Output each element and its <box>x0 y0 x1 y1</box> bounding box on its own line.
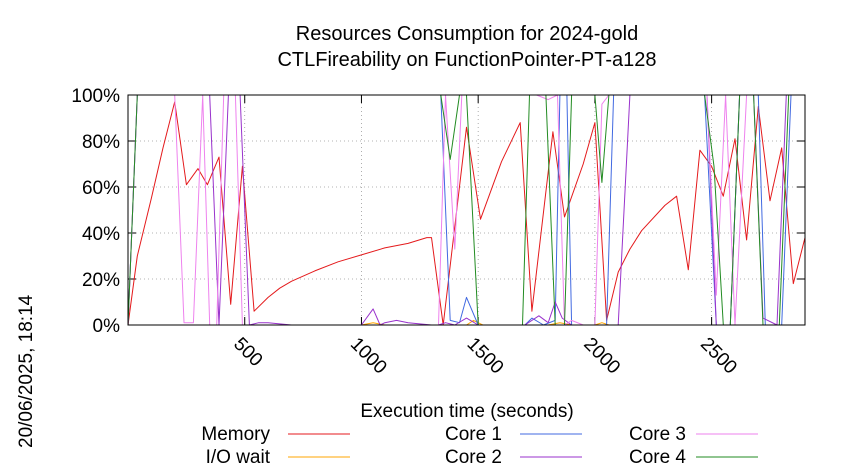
y-axis-ticks: 0% 20% 40% 60% 80% 100% <box>71 86 120 337</box>
x-tick-label: 1500 <box>463 334 508 379</box>
y-tick-label: 60% <box>82 178 120 199</box>
x-axis-label: Execution time (seconds) <box>360 401 573 422</box>
series-line-memory <box>127 101 806 326</box>
chart-title: Resources Consumption for 2024-gold <box>296 23 638 45</box>
legend-label-memory: Memory <box>201 424 270 445</box>
legend-label-core-2: Core 2 <box>445 447 502 468</box>
x-tick-label: 2000 <box>579 334 624 379</box>
series-lines <box>127 94 806 326</box>
series-line-core-2 <box>127 94 805 326</box>
legend-label-core-4: Core 4 <box>629 447 686 468</box>
plot-border <box>127 94 806 326</box>
x-tick-label: 1000 <box>346 334 391 379</box>
legend-label-i-o-wait: I/O wait <box>206 447 271 468</box>
x-tick-label: 500 <box>229 334 266 371</box>
y-tick-label: 80% <box>82 132 120 153</box>
x-tick-label: 2500 <box>696 334 741 379</box>
timestamp-label: 20/06/2025, 18:14 <box>16 294 37 448</box>
y-tick-label: 20% <box>82 270 120 291</box>
legend-label-core-3: Core 3 <box>629 424 686 445</box>
x-axis-ticks: 500 1000 1500 2000 2500 <box>229 334 741 379</box>
y-tick-label: 40% <box>82 224 120 245</box>
y-tick-label: 100% <box>71 86 120 107</box>
chart-subtitle: CTLFireability on FunctionPointer-PT-a12… <box>277 49 656 71</box>
y-tick-label: 0% <box>93 316 121 337</box>
series-line-i-o-wait <box>128 319 805 326</box>
legend-label-core-1: Core 1 <box>445 424 502 445</box>
